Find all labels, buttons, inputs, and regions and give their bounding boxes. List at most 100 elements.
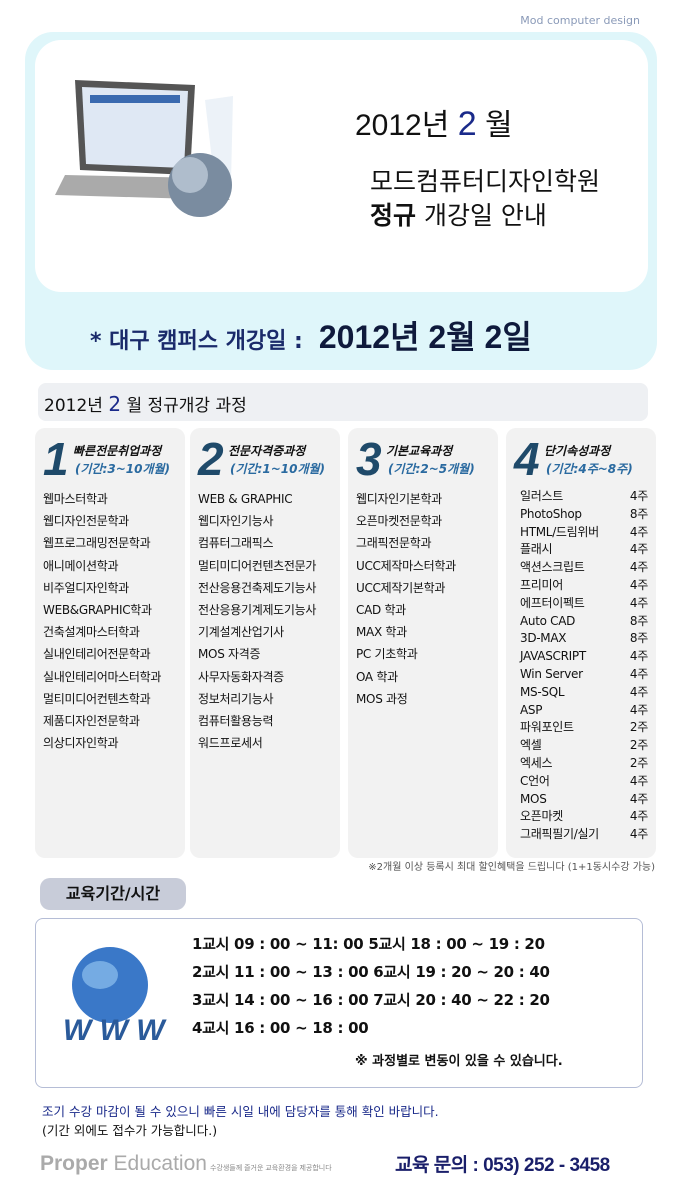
course-item: JAVASCRIPT 4주	[520, 648, 648, 666]
course-weeks: 2주	[629, 738, 648, 753]
course-item: 제품디자인전문학과	[43, 714, 140, 729]
brand-tagline: 수강생들께 즐거운 교육환경을 제공합니다	[209, 1165, 332, 1172]
schedule-title: 교육기간/시간	[40, 878, 186, 910]
course-item: UCC제작마스터학과	[356, 558, 456, 573]
banner-title-date: 2012년 2 월	[355, 100, 513, 144]
guide-bold: 정규	[370, 201, 417, 230]
course-weeks: 4주	[629, 489, 648, 503]
school-name: 모드컴퓨터디자인학원	[370, 167, 601, 196]
column-period: (기간:1~10개월)	[230, 462, 326, 476]
course-weeks: 4주	[629, 649, 648, 664]
course-item: 웹디자인기본학과	[356, 492, 442, 506]
course-item: 웹디자인전문학과	[43, 514, 129, 529]
course-item: 전산응용건축제도기능사	[198, 580, 317, 595]
course-item: OA 학과	[356, 669, 398, 684]
course-weeks: 8주	[629, 613, 648, 628]
course-item: 실내인테리어마스터학과	[43, 669, 162, 684]
year: 2012	[355, 109, 422, 142]
section-year-unit: 년	[87, 396, 103, 416]
course-name: JAVASCRIPT	[520, 649, 586, 664]
campus-opening: * 대구 캠퍼스 개강일 : 2012년 2월 2일	[90, 312, 650, 358]
course-weeks: 4주	[629, 791, 648, 806]
course-item: 플래시 4주	[520, 541, 648, 559]
course-name: 그래픽필기/실기	[520, 827, 599, 842]
discount-note: ※2개월 이상 등록시 최대 할인혜택을 드립니다 (1+1동시수강 가능)	[368, 862, 655, 873]
course-weeks: 4주	[629, 773, 648, 788]
course-item: 컴퓨터그래픽스	[198, 536, 274, 551]
course-name: 엑셀	[520, 738, 542, 753]
course-weeks: 4주	[629, 595, 648, 610]
course-name: 엑세스	[520, 755, 553, 770]
section-year: 2012	[44, 396, 88, 416]
campus-date: 2012년 2월 2일	[318, 319, 532, 355]
column-header: 3 기본교육과정 (기간:2~5개월)	[348, 433, 498, 488]
course-name: 3D-MAX	[520, 631, 567, 646]
course-name: 에프터이펙트	[520, 595, 585, 610]
course-item: MOS 과정	[356, 691, 408, 706]
course-item: UCC제작기본학과	[356, 580, 446, 595]
course-item: 엑셀 2주	[520, 737, 648, 755]
course-item: 그래픽필기/실기 4주	[520, 826, 648, 844]
course-list: WEB & GRAPHIC 웹디자인기능사 컴퓨터그래픽스 멀티미디어컨텐츠전문가 전산…	[190, 488, 340, 754]
year-unit: 년	[421, 109, 450, 142]
course-item: 워드프로세서	[198, 736, 263, 751]
course-name: Auto CAD	[520, 613, 576, 628]
course-item: 에프터이펙트 4주	[520, 595, 648, 613]
course-item: 애니메이션학과	[43, 558, 119, 573]
course-item: 3D-MAX 8주	[520, 630, 648, 648]
course-list: 웹디자인기본학과 오픈마켓전문학과 그래픽전문학과 UCC제작마스터학과 UCC제작기본…	[348, 488, 498, 710]
course-weeks: 8주	[629, 631, 648, 646]
course-item: 실내인테리어전문학과	[43, 647, 151, 662]
course-column-4: 4 단기속성과정 (기간:4주~8주) 일러스트 4주 PhotoShop 8주 HTML/드…	[506, 428, 656, 858]
course-item: 프리미어 4주	[520, 577, 648, 595]
course-weeks: 4주	[629, 809, 648, 824]
column-number: 3	[356, 433, 382, 485]
schedule-row: 1교시 09 : 00 ~ 11: 00 5교시 18 : 00 ~ 19 : …	[192, 935, 545, 953]
column-title: 단기속성과정	[544, 444, 611, 458]
course-list: 웹마스터학과 웹디자인전문학과 웹프로그래밍전문학과 애니메이션학과 비주얼디자인학과 W…	[35, 488, 185, 754]
column-title: 빠른전문취업과정	[73, 444, 162, 458]
brand-rest: Education	[107, 1152, 207, 1175]
course-name: 일러스트	[520, 489, 563, 503]
course-item: 멀티미디어컨텐츠전문가	[198, 558, 317, 573]
course-item: Auto CAD 8주	[520, 613, 648, 631]
course-item: C언어 4주	[520, 773, 648, 791]
course-item: MOS 4주	[520, 791, 648, 809]
course-item: 웹디자인기능사	[198, 514, 274, 529]
course-item: CAD 학과	[356, 603, 406, 618]
course-name: 액션스크립트	[520, 560, 585, 575]
credit-text: Mod computer design	[520, 14, 640, 27]
course-weeks: 4주	[629, 577, 648, 592]
brand-bold: Proper	[40, 1152, 108, 1175]
footer-notice-2: (기간 외에도 접수가 가능합니다.)	[42, 1123, 218, 1138]
course-name: ASP	[520, 702, 543, 717]
course-item: 일러스트 4주	[520, 488, 648, 506]
column-header: 2 전문자격증과정 (기간:1~10개월)	[190, 433, 340, 488]
section-rest: 월 정규개강 과정	[126, 396, 247, 416]
guide-title: 정규 개강일 안내	[370, 196, 547, 232]
schedule-row: 2교시 11 : 00 ~ 13 : 00 6교시 19 : 20 ~ 20 :…	[192, 963, 550, 981]
course-name: 파워포인트	[520, 720, 574, 735]
course-name: C언어	[520, 773, 550, 788]
course-item: 컴퓨터활용능력	[198, 714, 274, 729]
course-item: 엑세스 2주	[520, 755, 648, 773]
course-item: 정보처리기능사	[198, 691, 274, 706]
course-item: MS-SQL 4주	[520, 684, 648, 702]
course-item: 파워포인트 2주	[520, 719, 648, 737]
course-weeks: 4주	[629, 560, 648, 575]
schedule-row: 3교시 14 : 00 ~ 16 : 00 7교시 20 : 40 ~ 22 :…	[192, 991, 550, 1009]
course-item: 웹마스터학과	[43, 492, 108, 506]
course-item: 오픈마켓전문학과	[356, 514, 442, 529]
course-column-3: 3 기본교육과정 (기간:2~5개월) 웹디자인기본학과 오픈마켓전문학과 그래픽전문학과…	[348, 428, 498, 858]
course-name: 프리미어	[520, 577, 563, 592]
course-item: 기계설계산업기사	[198, 625, 284, 640]
course-name: 오픈마켓	[520, 809, 563, 824]
course-weeks: 4주	[629, 524, 648, 539]
contact-phone: 교육 문의 : 053) 252 - 3458	[395, 1155, 610, 1176]
column-period: (기간:2~5개월)	[388, 462, 475, 476]
course-item: MAX 학과	[356, 625, 407, 640]
brand-logo: Proper Education 수강생들께 즐거운 교육환경을 제공합니다	[40, 1152, 332, 1176]
section-month: 2	[108, 392, 122, 416]
schedule-row: 4교시 16 : 00 ~ 18 : 00	[192, 1019, 369, 1037]
column-title: 기본교육과정	[386, 444, 453, 458]
